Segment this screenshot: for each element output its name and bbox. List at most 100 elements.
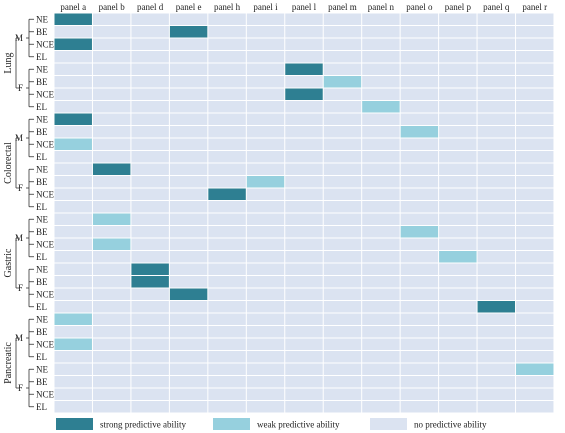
- heatmap-cell: [131, 301, 169, 313]
- heatmap-cell: [285, 113, 323, 125]
- heatmap-cell: [285, 401, 323, 413]
- heatmap-cell: [285, 376, 323, 388]
- heatmap-cell: [169, 26, 208, 38]
- heatmap-cell: [131, 338, 169, 350]
- heatmap-cell: [362, 263, 400, 275]
- heatmap-cell: [246, 388, 285, 400]
- heatmap-cell: [54, 76, 92, 88]
- heatmap-cell: [362, 288, 400, 300]
- sex-label: F: [18, 183, 23, 193]
- heatmap-cell: [362, 163, 400, 175]
- heatmap-cell: [400, 151, 439, 163]
- heatmap-cell: [477, 76, 516, 88]
- heatmap-cell: [246, 376, 285, 388]
- heatmap-cell: [477, 288, 516, 300]
- heatmap-cell: [362, 113, 400, 125]
- heatmap-cell: [477, 301, 516, 313]
- row-label: EL: [36, 302, 47, 312]
- heatmap-cell: [516, 88, 554, 100]
- heatmap-cell: [362, 38, 400, 50]
- heatmap-cell: [439, 338, 477, 350]
- heatmap-cell: [169, 401, 208, 413]
- heatmap-cell: [131, 288, 169, 300]
- heatmap-cell: [246, 213, 285, 225]
- heatmap-cell: [54, 301, 92, 313]
- heatmap-cell: [131, 163, 169, 175]
- heatmap-cell: [246, 13, 285, 25]
- row-label: NE: [36, 14, 48, 24]
- group-label: Gastric: [3, 248, 14, 277]
- heatmap-cell: [362, 301, 400, 313]
- heatmap-cell: [246, 138, 285, 150]
- heatmap-cell: [323, 188, 362, 200]
- heatmap-cell: [362, 88, 400, 100]
- heatmap-cell: [169, 388, 208, 400]
- heatmap-cell: [477, 176, 516, 188]
- heatmap-cell: [400, 51, 439, 63]
- heatmap-cell: [477, 351, 516, 363]
- heatmap-cell: [516, 288, 554, 300]
- row-label: NCE: [36, 139, 55, 149]
- heatmap-cell: [92, 163, 131, 175]
- heatmap-cell: [516, 113, 554, 125]
- heatmap-cell: [208, 338, 246, 350]
- heatmap-cell: [208, 288, 246, 300]
- heatmap-cell: [54, 388, 92, 400]
- heatmap-cell: [362, 226, 400, 238]
- heatmap-cell: [92, 51, 131, 63]
- heatmap-cell: [54, 63, 92, 75]
- heatmap-cell: [92, 101, 131, 113]
- heatmap-cell: [400, 138, 439, 150]
- heatmap-cell: [246, 76, 285, 88]
- heatmap-cell: [285, 301, 323, 313]
- heatmap-cell: [246, 326, 285, 338]
- heatmap-cell: [54, 26, 92, 38]
- legend-label: weak predictive ability: [257, 420, 340, 430]
- column-label: panel q: [483, 2, 510, 12]
- heatmap-cell: [439, 163, 477, 175]
- heatmap-cell: [208, 76, 246, 88]
- heatmap-cell: [208, 138, 246, 150]
- heatmap-cell: [400, 388, 439, 400]
- heatmap-cell: [246, 363, 285, 375]
- heatmap-cell: [131, 201, 169, 213]
- row-label: NCE: [36, 89, 55, 99]
- heatmap-cell: [439, 238, 477, 250]
- heatmap-cell: [323, 388, 362, 400]
- heatmap-cell: [246, 313, 285, 325]
- group-label: Pancreatic: [3, 342, 14, 384]
- heatmap-cell: [54, 363, 92, 375]
- heatmap-cell: [323, 238, 362, 250]
- heatmap-cell: [477, 363, 516, 375]
- heatmap-cell: [516, 151, 554, 163]
- heatmap-cell: [323, 38, 362, 50]
- heatmap-cell: [516, 38, 554, 50]
- heatmap-cell: [131, 126, 169, 138]
- heatmap-cell: [323, 76, 362, 88]
- heatmap-cell: [516, 201, 554, 213]
- heatmap-cell: [477, 151, 516, 163]
- heatmap-cell: [439, 388, 477, 400]
- heatmap-cell: [477, 201, 516, 213]
- heatmap-cell: [92, 26, 131, 38]
- heatmap-cell: [285, 326, 323, 338]
- heatmap-cell: [208, 13, 246, 25]
- heatmap-cell: [477, 101, 516, 113]
- heatmap-cell: [477, 238, 516, 250]
- heatmap-cell: [285, 288, 323, 300]
- heatmap-cell: [516, 76, 554, 88]
- heatmap-cell: [477, 326, 516, 338]
- heatmap-cell: [362, 138, 400, 150]
- heatmap-cell: [516, 26, 554, 38]
- heatmap-cell: [131, 88, 169, 100]
- heatmap-cell: [54, 38, 92, 50]
- heatmap-cell: [131, 188, 169, 200]
- heatmap-cell: [54, 288, 92, 300]
- heatmap-cell: [516, 51, 554, 63]
- column-label: panel m: [328, 2, 357, 12]
- heatmap-cell: [516, 251, 554, 263]
- heatmap-cell: [439, 13, 477, 25]
- heatmap-cell: [92, 213, 131, 225]
- heatmap-cell: [169, 213, 208, 225]
- heatmap-cell: [169, 238, 208, 250]
